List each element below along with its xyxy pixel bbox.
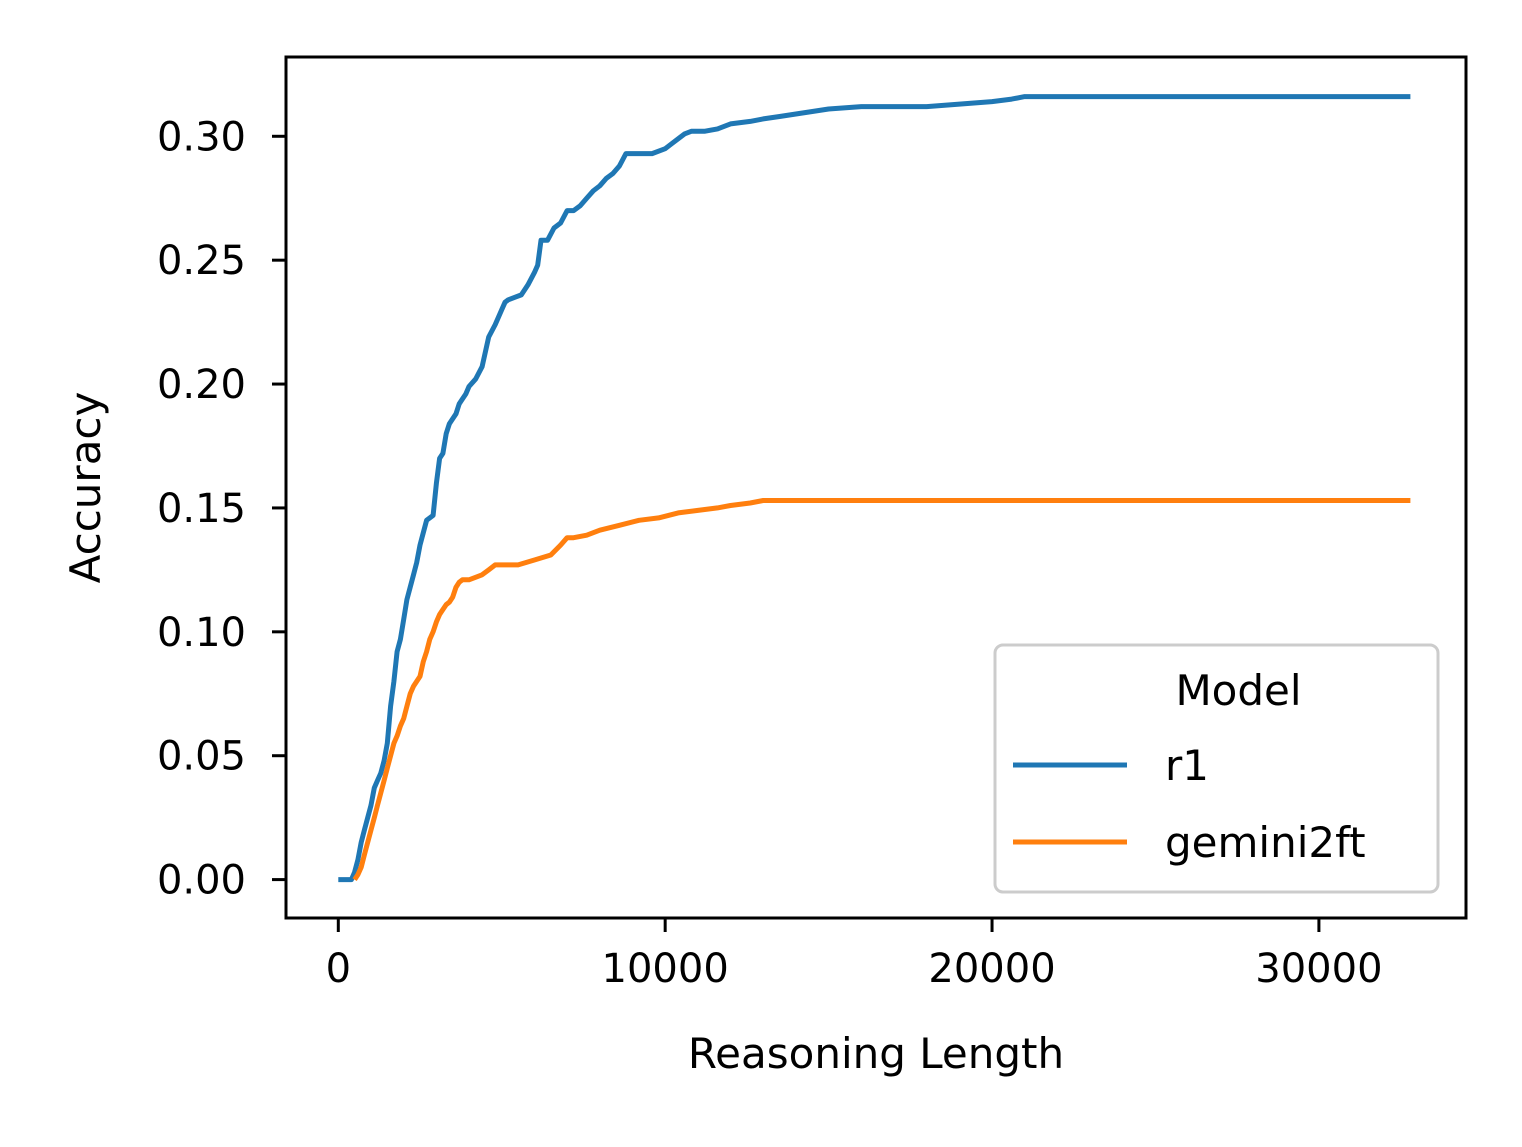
legend: Model r1 gemini2ft (993, 643, 1440, 894)
x-axis-title: Reasoning Length (688, 1029, 1064, 1078)
y-tick-label: 0.20 (157, 362, 246, 408)
y-tick-label: 0.25 (157, 238, 246, 284)
legend-title: Model (1175, 666, 1301, 715)
plot-frame (284, 55, 1468, 920)
legend-box (993, 643, 1440, 894)
legend-label-r1: r1 (1165, 741, 1209, 790)
y-tick-label: 0.05 (157, 734, 246, 780)
x-tick-label: 20000 (928, 946, 1055, 992)
x-tick-label: 0 (326, 946, 351, 992)
y-tick-label: 0.15 (157, 486, 246, 532)
x-axis: 0 10000 20000 30000 (326, 918, 1383, 992)
legend-entries: r1 gemini2ft (1013, 741, 1366, 867)
series-line-gemini2ft (352, 498, 1411, 881)
y-axis-title: Accuracy (61, 392, 110, 584)
x-tick-label: 10000 (602, 946, 729, 992)
y-tick-label: 0.00 (157, 858, 246, 904)
y-axis: 0.00 0.05 0.10 0.15 0.20 0.25 0.30 (157, 114, 286, 904)
plot-lines (338, 94, 1411, 883)
legend-label-gemini2ft: gemini2ft (1165, 818, 1366, 867)
x-tick-label: 30000 (1255, 946, 1382, 992)
series-line-r1 (338, 94, 1411, 883)
y-tick-label: 0.10 (157, 610, 246, 656)
y-tick-label: 0.30 (157, 114, 246, 160)
